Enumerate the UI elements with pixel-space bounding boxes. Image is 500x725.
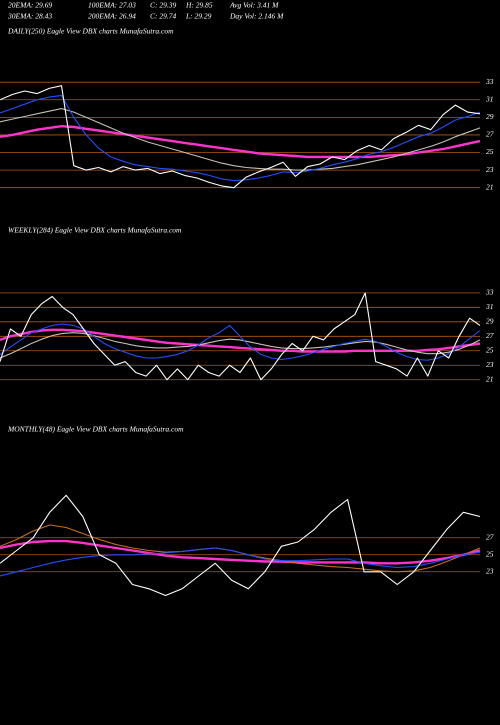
header-stat: C: 29.39 [150,1,177,10]
y-tick-label: 23 [486,360,494,369]
series-line [0,494,481,597]
series-line [0,292,481,381]
header-stat: H: 29.85 [185,1,213,10]
series-line [0,85,481,189]
panel-label: WEEKLY(284) Eagle View DBX charts Munafa… [8,226,182,235]
header-stat: 30EMA: 28.43 [7,12,52,21]
y-tick-label: 25 [486,147,494,156]
series-line [0,108,481,171]
y-tick-label: 29 [486,317,494,326]
series-line [0,323,481,361]
header-stat: 20EMA: 29.69 [8,1,52,10]
series-line [0,332,481,359]
y-tick-label: 23 [486,165,494,174]
panel-label: DAILY(250) Eagle View DBX charts MunafaS… [7,27,174,36]
header-stat: Avg Vol: 3.41 M [229,1,279,10]
y-tick-label: 21 [486,182,494,191]
panel-label: MONTHLY(48) Eagle View DBX charts Munafa… [7,425,184,434]
y-tick-label: 25 [486,549,494,558]
header-stat: L: 29.29 [185,12,212,21]
series-line [0,539,481,565]
y-tick-label: 31 [485,302,494,311]
y-tick-label: 27 [486,331,494,340]
y-tick-label: 23 [486,566,494,575]
series-line [0,328,481,353]
header-stat: 100EMA: 27.03 [88,1,136,10]
y-tick-label: 27 [486,130,494,139]
series-line [0,547,481,577]
y-tick-label: 29 [486,112,494,121]
y-tick-label: 33 [485,77,494,86]
header-stat: C: 29.74 [150,12,177,21]
header-stat: 200EMA: 26.94 [88,12,136,21]
y-tick-label: 25 [486,345,494,354]
y-tick-label: 27 [486,532,494,541]
y-tick-label: 21 [486,374,494,383]
y-tick-label: 33 [485,288,494,297]
header-stat: Day Vol: 2.146 M [229,12,284,21]
y-tick-label: 31 [485,94,494,103]
series-line [0,94,481,182]
